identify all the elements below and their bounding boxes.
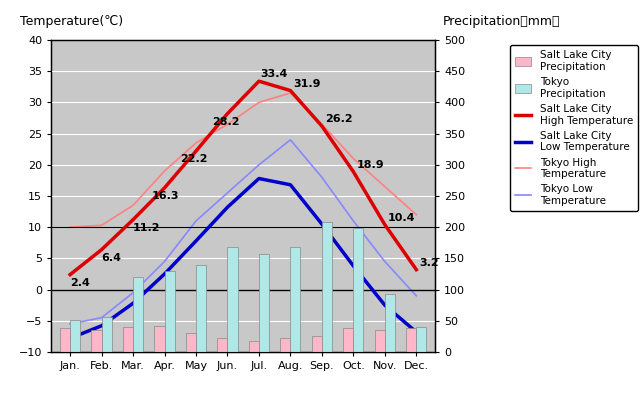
Bar (196, 265, 206, 352)
Bar (291, 247, 301, 352)
Bar (406, 328, 416, 352)
Bar (375, 330, 385, 352)
Text: Precipitation（mm）: Precipitation（mm） (443, 14, 561, 28)
Bar (102, 317, 111, 352)
Bar (259, 254, 269, 352)
Text: 16.3: 16.3 (152, 191, 179, 201)
Text: 22.2: 22.2 (180, 154, 208, 164)
Bar (322, 222, 332, 352)
Bar (186, 333, 196, 352)
Bar (280, 338, 291, 352)
Bar (218, 338, 227, 352)
Text: 26.2: 26.2 (325, 114, 353, 124)
Bar (92, 330, 102, 352)
Bar (60, 328, 70, 352)
Text: 33.4: 33.4 (260, 70, 288, 80)
Bar (416, 327, 426, 352)
Text: 11.2: 11.2 (133, 223, 161, 233)
Bar (70, 320, 80, 352)
Bar (312, 336, 322, 352)
Text: 3.2: 3.2 (419, 258, 439, 268)
Bar (249, 341, 259, 352)
Text: 18.9: 18.9 (356, 160, 384, 170)
Bar (227, 247, 237, 352)
Text: 28.2: 28.2 (212, 117, 239, 127)
Text: 6.4: 6.4 (102, 253, 122, 263)
Bar (154, 326, 164, 352)
Text: Temperature(℃): Temperature(℃) (20, 14, 124, 28)
Bar (133, 277, 143, 352)
Bar (123, 327, 133, 352)
Bar (164, 271, 175, 352)
Text: 2.4: 2.4 (70, 278, 90, 288)
Legend: Salt Lake City
Precipitation, Tokyo
Precipitation, Salt Lake City
High Temperatu: Salt Lake City Precipitation, Tokyo Prec… (509, 45, 638, 211)
Bar (343, 328, 353, 352)
Text: 31.9: 31.9 (294, 79, 321, 89)
Text: 10.4: 10.4 (388, 213, 415, 223)
Bar (353, 228, 364, 352)
Bar (385, 294, 395, 352)
